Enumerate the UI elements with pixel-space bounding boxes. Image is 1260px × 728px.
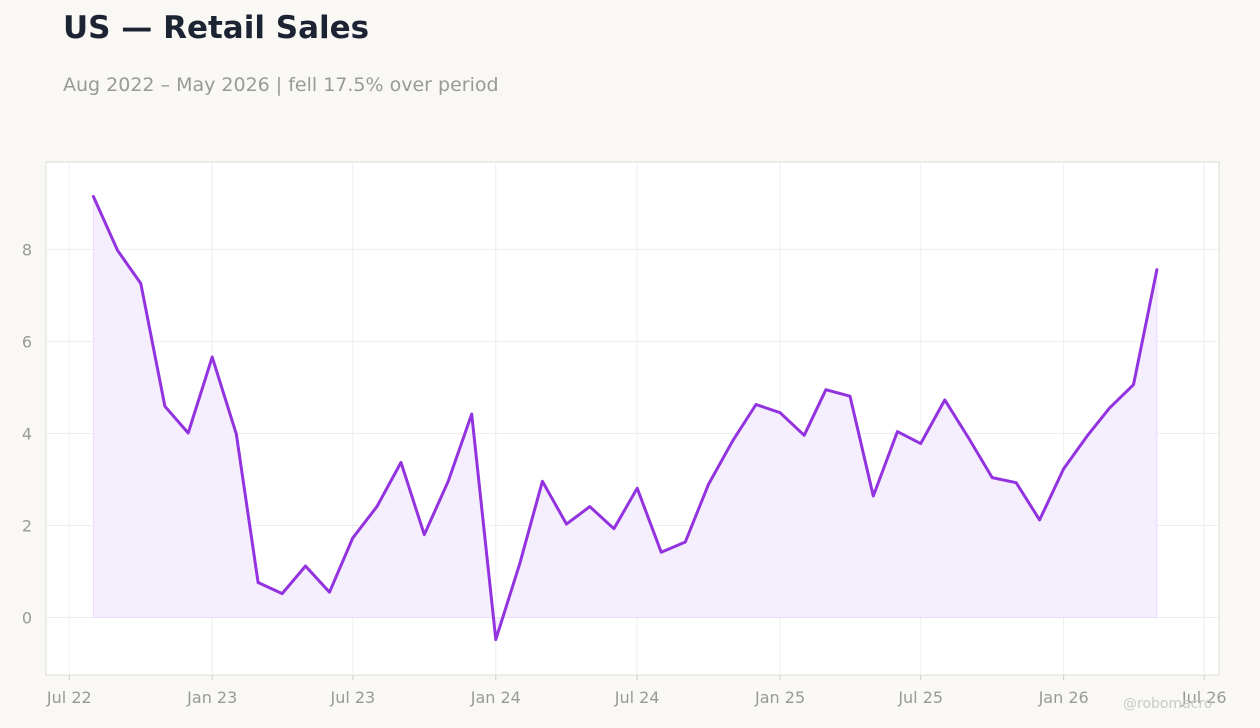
series-line bbox=[91, 195, 1159, 642]
y-tick-label: 0 bbox=[22, 608, 32, 627]
x-tick-label: Jul 23 bbox=[329, 688, 375, 707]
y-tick-label: 4 bbox=[22, 424, 32, 443]
watermark: @robomacro bbox=[1123, 696, 1213, 712]
y-axis-ticks: 0 2 4 6 8 bbox=[22, 240, 32, 627]
x-tick-label: Jan 23 bbox=[186, 688, 237, 707]
x-tick-label: Jul 24 bbox=[614, 688, 660, 707]
x-axis-ticks: Jul 22 Jan 23 Jul 23 Jan 24 Jul 24 Jan 25 Jul … bbox=[46, 675, 1227, 707]
x-tick-label: Jan 24 bbox=[470, 688, 521, 707]
x-tick-label: Jan 25 bbox=[754, 688, 805, 707]
y-tick-label: 2 bbox=[22, 516, 32, 535]
y-tick-label: 8 bbox=[22, 240, 32, 259]
x-tick-label: Jul 25 bbox=[897, 688, 943, 707]
x-tick-label: Jul 26 bbox=[1181, 688, 1227, 707]
x-tick-label: Jul 22 bbox=[46, 688, 92, 707]
y-tick-label: 6 bbox=[22, 332, 32, 351]
chart-title: US — Retail Sales bbox=[63, 10, 370, 46]
x-tick-label: Jan 26 bbox=[1038, 688, 1089, 707]
chart-subtitle: Aug 2022 – May 2026 | fell 17.5% over pe… bbox=[63, 74, 499, 96]
